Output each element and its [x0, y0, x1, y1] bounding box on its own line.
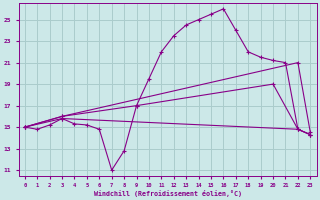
X-axis label: Windchill (Refroidissement éolien,°C): Windchill (Refroidissement éolien,°C): [93, 190, 242, 197]
